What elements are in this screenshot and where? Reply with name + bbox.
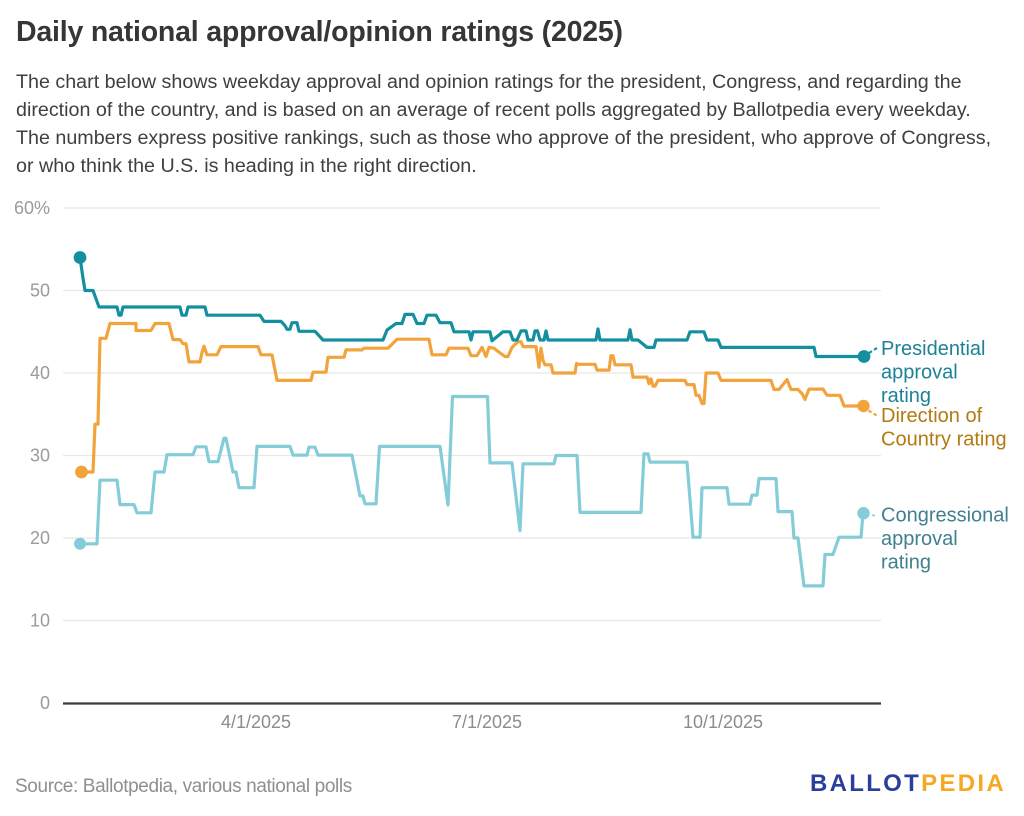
svg-text:7/1/2025: 7/1/2025	[452, 712, 522, 732]
svg-text:Congressional: Congressional	[881, 505, 1009, 527]
svg-text:60%: 60%	[14, 198, 50, 218]
svg-text:50: 50	[30, 281, 50, 301]
svg-text:4/1/2025: 4/1/2025	[221, 712, 291, 732]
svg-text:Direction of: Direction of	[881, 405, 983, 427]
svg-text:30: 30	[30, 446, 50, 466]
svg-text:0: 0	[40, 693, 50, 713]
svg-text:20: 20	[30, 528, 50, 548]
svg-text:approval: approval	[881, 528, 958, 550]
svg-text:Country rating: Country rating	[881, 429, 1007, 451]
svg-text:Presidential: Presidential	[881, 338, 986, 360]
svg-text:40: 40	[30, 363, 50, 383]
svg-text:rating: rating	[881, 552, 931, 574]
svg-text:10: 10	[30, 611, 50, 631]
svg-text:rating: rating	[881, 385, 931, 407]
svg-text:10/1/2025: 10/1/2025	[683, 712, 763, 732]
svg-text:approval: approval	[881, 362, 958, 384]
